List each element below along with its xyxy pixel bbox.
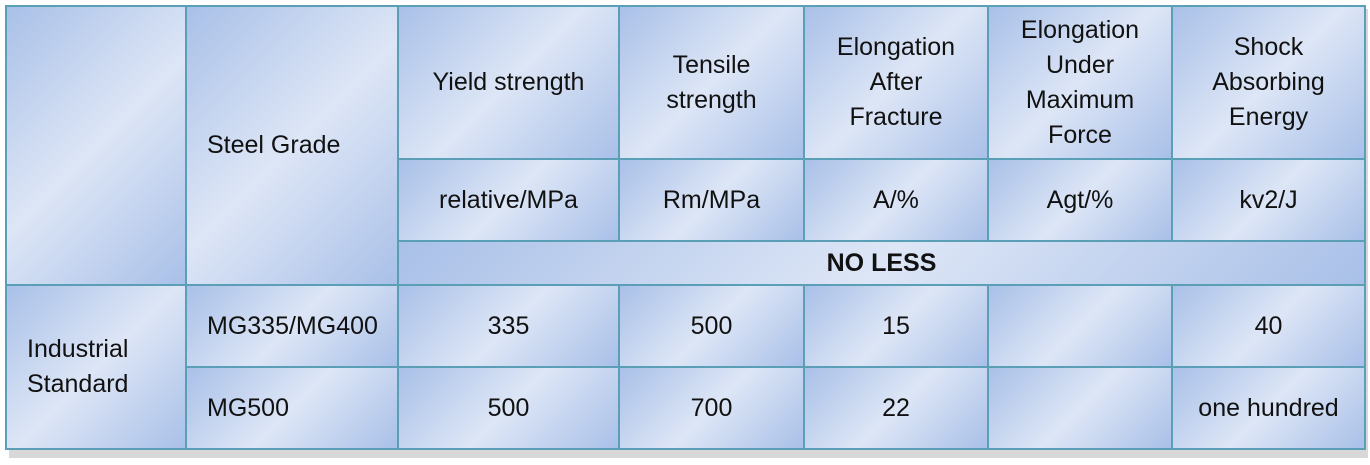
energy-cell: one hundred <box>1171 366 1366 450</box>
grade-cell: MG335/MG400 <box>185 284 399 368</box>
elong-max-cell <box>987 366 1173 450</box>
elongation-after-fracture-header: Elongation After Fracture <box>803 5 989 160</box>
elong-fracture-cell: 15 <box>803 284 989 368</box>
units-row: relative/MPa Rm/MPa A/% Agt/% kv2/J <box>6 158 1366 242</box>
elong-fracture-cell: 22 <box>803 366 989 450</box>
table-row: Industrial Standard MG335/MG400 335 500 1… <box>5 284 1366 450</box>
tensile-strength-header: Tensile strength <box>618 5 805 160</box>
table-container: Steel Grade Yield strength Tensile streng… <box>5 5 1366 450</box>
no-less-label: NO LESS <box>397 240 1366 286</box>
tensile-cell: 500 <box>618 284 805 368</box>
shock-absorbing-energy-header: Shock Absorbing Energy <box>1171 5 1366 160</box>
steel-properties-table: Steel Grade Yield strength Tensile streng… <box>5 5 1366 450</box>
elongation-max-force-header: Elongation Under Maximum Force <box>987 5 1173 160</box>
yield-cell: 500 <box>397 366 620 450</box>
no-less-row: NO LESS <box>6 240 1366 286</box>
category-cell: Industrial Standard <box>5 284 187 450</box>
elong-max-cell <box>987 284 1173 368</box>
unit-elong-max: Agt/% <box>987 158 1173 242</box>
unit-elong-fracture: A/% <box>803 158 989 242</box>
header-row: Steel Grade Yield strength Tensile streng… <box>5 5 1366 286</box>
table-row: MG500 500 700 22 one hundred <box>6 366 1366 450</box>
yield-strength-header: Yield strength <box>397 5 620 160</box>
tensile-cell: 700 <box>618 366 805 450</box>
steel-grade-header: Steel Grade <box>185 5 399 286</box>
energy-cell: 40 <box>1171 284 1366 368</box>
unit-yield: relative/MPa <box>397 158 620 242</box>
grade-cell: MG500 <box>185 366 399 450</box>
unit-energy: kv2/J <box>1171 158 1366 242</box>
unit-tensile: Rm/MPa <box>618 158 805 242</box>
empty-corner-cell <box>5 5 187 286</box>
yield-cell: 335 <box>397 284 620 368</box>
